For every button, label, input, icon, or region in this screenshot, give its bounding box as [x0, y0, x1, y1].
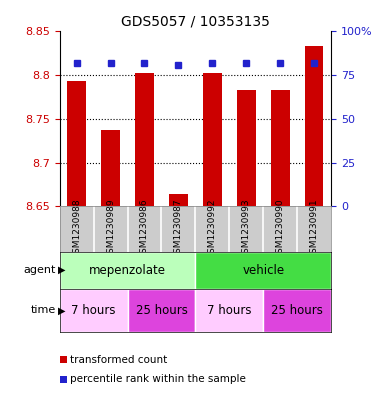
Text: GSM1230987: GSM1230987: [174, 198, 183, 259]
Bar: [237, 90, 256, 206]
Text: agent: agent: [23, 265, 56, 275]
Text: ▶: ▶: [58, 265, 65, 275]
Text: GSM1230988: GSM1230988: [72, 198, 81, 259]
Text: vehicle: vehicle: [242, 264, 284, 277]
Bar: [203, 73, 222, 206]
Text: GSM1230990: GSM1230990: [276, 198, 285, 259]
Bar: [101, 130, 120, 206]
Bar: [135, 73, 154, 206]
Text: 7 hours: 7 hours: [71, 304, 116, 317]
Text: transformed count: transformed count: [70, 354, 168, 365]
Bar: [271, 90, 290, 206]
Text: 25 hours: 25 hours: [271, 304, 323, 317]
Text: GSM1230993: GSM1230993: [242, 198, 251, 259]
Text: GSM1230989: GSM1230989: [106, 198, 115, 259]
Text: mepenzolate: mepenzolate: [89, 264, 166, 277]
Text: GSM1230986: GSM1230986: [140, 198, 149, 259]
Bar: [127, 289, 195, 332]
Bar: [67, 81, 86, 206]
Text: 7 hours: 7 hours: [207, 304, 251, 317]
Text: GSM1230992: GSM1230992: [208, 199, 217, 259]
Bar: [263, 289, 331, 332]
Title: GDS5057 / 10353135: GDS5057 / 10353135: [121, 15, 270, 29]
Text: ▶: ▶: [58, 305, 65, 316]
Bar: [169, 194, 188, 206]
Bar: [305, 46, 323, 206]
Text: percentile rank within the sample: percentile rank within the sample: [70, 374, 246, 384]
Bar: [195, 289, 263, 332]
Text: time: time: [30, 305, 56, 316]
Bar: [60, 289, 127, 332]
Text: 25 hours: 25 hours: [136, 304, 187, 317]
Text: GSM1230991: GSM1230991: [310, 198, 319, 259]
Bar: [195, 252, 331, 289]
Bar: [60, 252, 195, 289]
